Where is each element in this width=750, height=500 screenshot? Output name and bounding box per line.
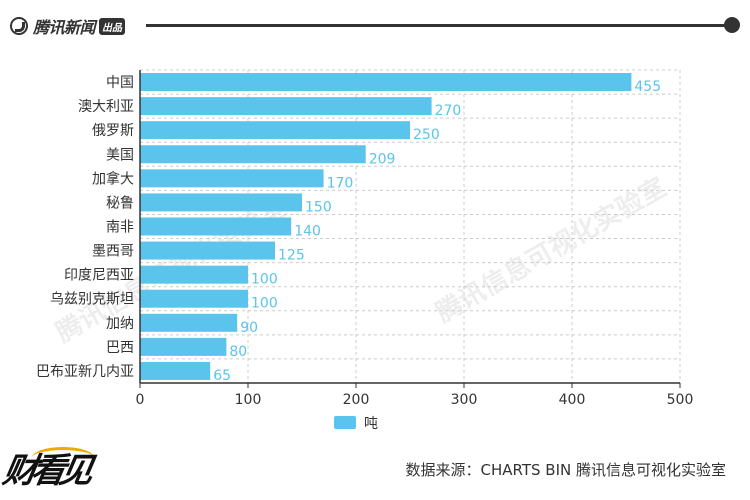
x-tick-label: 300 bbox=[451, 392, 478, 408]
legend-swatch bbox=[334, 416, 356, 429]
bar bbox=[140, 121, 410, 140]
value-label: 209 bbox=[369, 151, 396, 167]
bar bbox=[140, 289, 248, 308]
value-label: 100 bbox=[251, 296, 278, 312]
bar bbox=[140, 265, 248, 284]
logo-arc-icon bbox=[32, 447, 94, 468]
x-tick-label: 500 bbox=[667, 392, 694, 408]
source-note: 数据来源：CHARTS BIN 腾讯信息可视化实验室 bbox=[405, 461, 726, 479]
x-tick-label: 400 bbox=[559, 392, 586, 408]
header-divider bbox=[146, 24, 734, 27]
brand: 腾讯新闻 出品 bbox=[10, 14, 126, 38]
category-label: 秘鲁 bbox=[106, 195, 134, 211]
value-label: 455 bbox=[634, 79, 661, 95]
x-tick-label: 0 bbox=[136, 392, 145, 408]
header-dot bbox=[724, 17, 740, 33]
bar bbox=[140, 217, 292, 236]
bar bbox=[140, 313, 238, 332]
value-label: 140 bbox=[294, 224, 321, 240]
brand-name: 腾讯新闻 bbox=[33, 18, 96, 37]
value-label: 125 bbox=[278, 248, 305, 264]
value-label: 150 bbox=[305, 199, 332, 215]
bar bbox=[140, 97, 432, 116]
x-axis: 0 100 200 300 400 500 bbox=[136, 70, 694, 408]
value-label: 80 bbox=[229, 344, 247, 360]
x-tick-label: 200 bbox=[343, 392, 370, 408]
bar bbox=[140, 241, 275, 260]
value-label: 170 bbox=[327, 175, 354, 191]
x-tick-label: 100 bbox=[235, 392, 262, 408]
value-label: 250 bbox=[413, 127, 440, 143]
category-label: 加纳 bbox=[106, 316, 134, 332]
category-label: 巴西 bbox=[106, 340, 134, 356]
brand-tag: 出品 bbox=[99, 17, 126, 35]
bar-chart: 中国澳大利亚俄罗斯美国加拿大秘鲁南非墨西哥印度尼西亚乌兹别克斯坦加纳巴西巴布亚新… bbox=[36, 69, 694, 432]
category-label: 巴布亚新几内亚 bbox=[36, 364, 134, 380]
bar bbox=[140, 193, 302, 212]
tencent-news-logo-icon bbox=[10, 17, 28, 35]
caikanjian-logo: 财看见 bbox=[0, 443, 104, 491]
bar bbox=[140, 73, 632, 92]
category-label: 南非 bbox=[106, 220, 134, 236]
value-label: 90 bbox=[240, 320, 258, 336]
bars bbox=[140, 73, 632, 380]
category-label: 澳大利亚 bbox=[78, 99, 134, 115]
footer-logo-text: 财看见 bbox=[0, 451, 91, 491]
category-labels: 中国澳大利亚俄罗斯美国加拿大秘鲁南非墨西哥印度尼西亚乌兹别克斯坦加纳巴西巴布亚新… bbox=[36, 75, 134, 380]
category-label: 中国 bbox=[106, 75, 134, 91]
value-label: 270 bbox=[435, 103, 462, 119]
grid bbox=[140, 69, 681, 383]
category-label: 俄罗斯 bbox=[92, 123, 134, 139]
category-label: 美国 bbox=[106, 147, 134, 163]
bar bbox=[140, 361, 211, 380]
legend: 吨 bbox=[334, 416, 378, 432]
category-label: 印度尼西亚 bbox=[64, 268, 134, 284]
category-label: 加拿大 bbox=[92, 170, 134, 187]
value-label: 100 bbox=[251, 272, 278, 288]
header: 腾讯新闻 出品 bbox=[0, 0, 750, 52]
category-label: 墨西哥 bbox=[92, 244, 134, 260]
legend-label: 吨 bbox=[364, 416, 378, 432]
bar bbox=[140, 145, 366, 164]
value-label: 65 bbox=[213, 368, 231, 384]
category-label: 乌兹别克斯坦 bbox=[50, 292, 134, 308]
bar bbox=[140, 169, 324, 188]
bar bbox=[140, 337, 227, 356]
